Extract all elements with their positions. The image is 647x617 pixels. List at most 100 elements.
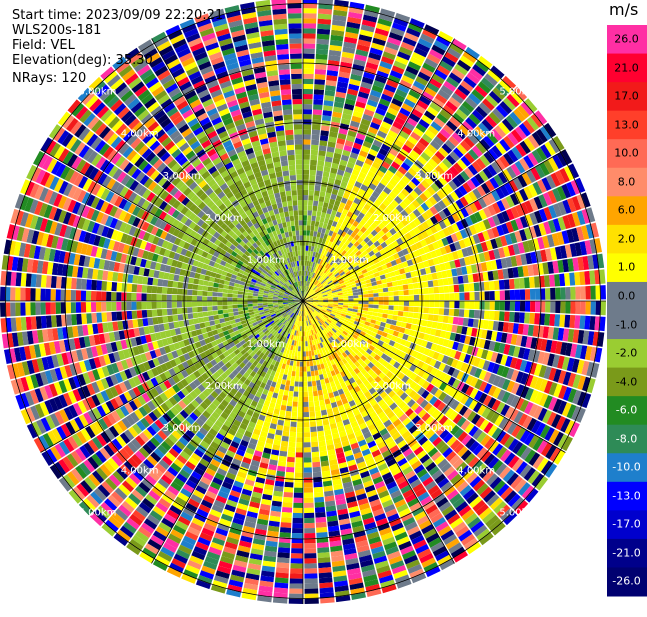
velocity-gate (381, 279, 387, 284)
velocity-gate (544, 314, 550, 326)
velocity-gate (303, 346, 305, 351)
velocity-gate (454, 309, 460, 317)
velocity-gate (393, 306, 398, 311)
velocity-gate (338, 299, 343, 301)
velocity-gate (303, 124, 311, 129)
velocity-gate (429, 294, 434, 300)
velocity-gate (545, 288, 550, 300)
velocity-gate (299, 372, 303, 377)
velocity-gate (434, 308, 440, 315)
velocity-gate (319, 572, 332, 578)
velocity-gate (403, 284, 409, 290)
velocity-gate (303, 79, 313, 84)
velocity-gate (381, 318, 387, 323)
velocity-gate (368, 290, 373, 294)
velocity-gate (372, 285, 378, 289)
velocity-gate (279, 389, 284, 395)
velocity-gate (314, 191, 320, 197)
velocity-gate (428, 314, 434, 321)
velocity-gate (295, 376, 299, 381)
velocity-gate (585, 286, 590, 300)
velocity-gate (308, 205, 313, 210)
velocity-gate (282, 507, 292, 513)
velocity-gate (423, 314, 429, 320)
velocity-gate (319, 145, 327, 151)
velocity-gate (286, 462, 294, 468)
velocity-gate (315, 64, 326, 70)
velocity-gate (525, 301, 530, 312)
velocity-gate (321, 125, 330, 131)
velocity-gate (319, 222, 324, 228)
velocity-gate (311, 145, 319, 151)
velocity-gate (320, 456, 328, 462)
velocity-gate (564, 273, 570, 286)
velocity-gate (386, 319, 392, 324)
velocity-gate (591, 301, 596, 315)
velocity-gate (312, 462, 320, 468)
velocity-gate (524, 277, 530, 288)
velocity-gate (403, 312, 409, 317)
velocity-gate (320, 451, 328, 457)
velocity-gate (343, 299, 348, 301)
velocity-gate (288, 396, 293, 402)
velocity-gate (469, 301, 474, 309)
velocity-gate (290, 573, 303, 578)
velocity-gate (316, 170, 323, 176)
velocity-gate (292, 533, 303, 538)
velocity-gate (397, 316, 403, 321)
velocity-gate (280, 527, 291, 533)
velocity-gate (313, 477, 322, 483)
velocity-gate (317, 165, 324, 171)
velocity-gate (296, 447, 303, 452)
velocity-gate (303, 387, 307, 392)
velocity-gate (308, 251, 311, 256)
velocity-gate (305, 588, 319, 593)
velocity-gate (304, 568, 317, 573)
velocity-gate (444, 286, 450, 293)
velocity-gate (389, 301, 394, 305)
velocity-gate (579, 271, 585, 285)
velocity-gate (308, 195, 313, 200)
velocity-gate (286, 406, 292, 412)
velocity-gate (394, 296, 399, 301)
velocity-gate (277, 552, 289, 558)
velocity-gate (376, 280, 382, 285)
velocity-gate (318, 155, 325, 161)
velocity-gate (310, 231, 314, 236)
velocity-gate (304, 422, 310, 427)
velocity-gate (312, 130, 320, 136)
velocity-gate (348, 306, 353, 309)
velocity-gate (565, 287, 570, 300)
velocity-gate (293, 361, 297, 366)
velocity-gate (304, 518, 314, 523)
velocity-gate (469, 283, 475, 291)
velocity-gate (290, 422, 296, 427)
velocity-gate (293, 498, 303, 503)
velocity-gate (319, 441, 326, 447)
velocity-gate (303, 54, 315, 59)
velocity-gate (314, 84, 324, 90)
velocity-gate (398, 306, 403, 311)
velocity-gate (468, 318, 474, 327)
velocity-gate (601, 301, 606, 315)
velocity-gate (317, 547, 329, 553)
velocity-gate (590, 286, 595, 300)
velocity-gate (280, 522, 291, 528)
velocity-gate (304, 447, 311, 452)
velocity-gate (514, 278, 520, 288)
velocity-gate (480, 291, 485, 300)
velocity-gate (399, 296, 404, 301)
velocity-gate (574, 315, 580, 328)
velocity-gate (574, 272, 580, 285)
velocity-gate (295, 457, 303, 462)
velocity-gate (423, 281, 429, 287)
velocity-gate (377, 313, 383, 318)
velocity-gate (308, 200, 313, 205)
velocity-gate (560, 287, 565, 299)
velocity-gate (554, 274, 560, 286)
velocity-gate (303, 38, 315, 43)
velocity-gate (316, 527, 327, 533)
velocity-gate (550, 288, 555, 300)
velocity-gate (315, 74, 326, 80)
